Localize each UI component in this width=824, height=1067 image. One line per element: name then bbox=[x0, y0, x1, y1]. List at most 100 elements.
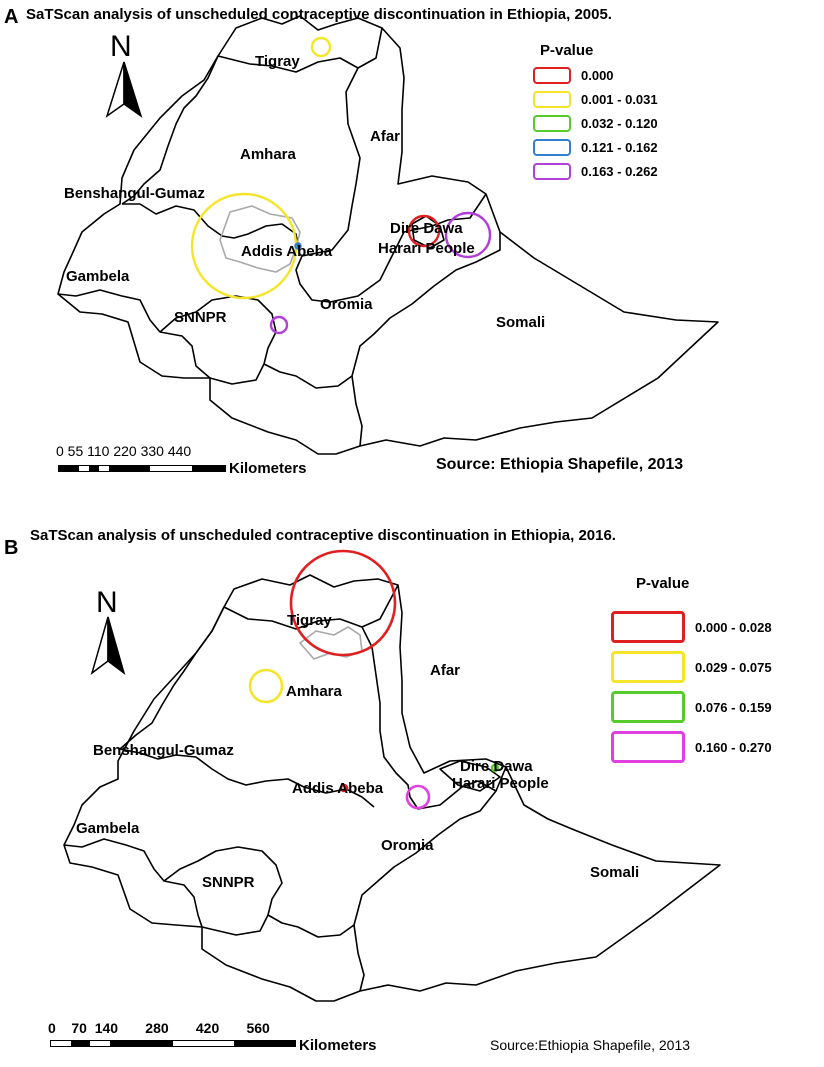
legend-item: 0.163 - 0.262 bbox=[533, 163, 658, 180]
panel-letter: B bbox=[4, 537, 19, 559]
region-labels: Tigray Afar Amhara Benshangul-Gumaz Addi… bbox=[76, 612, 639, 891]
region-label-oromia: Oromia bbox=[320, 296, 373, 313]
legend-label: 0.121 - 0.162 bbox=[581, 140, 658, 155]
north-arrow-right-icon bbox=[107, 616, 126, 675]
region-label-gambela: Gambela bbox=[66, 268, 130, 285]
legend-swatch bbox=[611, 691, 685, 723]
afar-boundary bbox=[361, 626, 507, 810]
ethiopia-map: N Tigray Af bbox=[57, 15, 719, 455]
legend-swatch bbox=[533, 67, 571, 84]
region-label-afar: Afar bbox=[430, 662, 460, 679]
oromia-boundary bbox=[263, 232, 501, 389]
region-label-somali: Somali bbox=[496, 314, 545, 331]
country-outline bbox=[63, 574, 721, 1002]
tigray-inner-boundary bbox=[298, 626, 363, 660]
region-label-addis-abeba: Addis Abeba bbox=[292, 780, 384, 797]
ethiopia-map: N Tigray Afar bbox=[63, 549, 721, 1002]
legend-swatch bbox=[611, 611, 685, 643]
cluster-circle bbox=[310, 36, 332, 58]
scale-numbers: 0 55 110 220 330 440 bbox=[56, 443, 192, 459]
legend-item: 0.029 - 0.075 bbox=[611, 651, 772, 683]
country-outline bbox=[57, 15, 719, 455]
cluster-circle bbox=[490, 763, 500, 773]
legend-swatch bbox=[533, 91, 571, 108]
legend-item: 0.000 - 0.028 bbox=[611, 611, 772, 643]
tigray-boundary bbox=[217, 27, 383, 73]
region-label-harari-people: Harari People bbox=[378, 240, 475, 257]
north-arrow: N bbox=[105, 30, 143, 118]
source-note: Source:Ethiopia Shapefile, 2013 bbox=[490, 1037, 691, 1053]
tigray-boundary bbox=[223, 584, 399, 630]
north-label: N bbox=[110, 30, 132, 63]
region-label-benshangul-gumaz: Benshangul-Gumaz bbox=[64, 185, 205, 202]
cluster-circles bbox=[190, 36, 492, 335]
benshangul-boundary bbox=[119, 748, 375, 808]
region-labels: Tigray Afar Amhara Benshangul-Gumaz Addi… bbox=[64, 53, 545, 331]
cluster-circle bbox=[339, 783, 349, 793]
legend-title: P-value bbox=[540, 42, 594, 59]
legend-item: 0.121 - 0.162 bbox=[533, 139, 658, 156]
region-label-amhara: Amhara bbox=[240, 146, 297, 163]
afar-boundary bbox=[295, 67, 487, 303]
cluster-circle bbox=[269, 315, 289, 335]
legend-swatch bbox=[611, 651, 685, 683]
legend-swatch bbox=[611, 731, 685, 763]
cluster-circle bbox=[405, 784, 431, 810]
scale-unit: Kilometers bbox=[299, 1037, 377, 1054]
cluster-circles bbox=[248, 549, 500, 810]
legend-item: 0.032 - 0.120 bbox=[533, 115, 658, 132]
north-arrow: N bbox=[90, 586, 126, 675]
legend-item: 0.000 bbox=[533, 67, 614, 84]
region-label-snnpr: SNNPR bbox=[202, 874, 255, 891]
amhara-boundary bbox=[121, 55, 219, 205]
legend-item: 0.076 - 0.159 bbox=[611, 691, 772, 723]
scale-unit: Kilometers bbox=[229, 460, 307, 477]
north-arrow-left-icon bbox=[90, 616, 109, 675]
north-arrow-right-icon bbox=[123, 61, 143, 118]
region-label-tigray: Tigray bbox=[287, 612, 332, 629]
region-label-gambela: Gambela bbox=[76, 820, 140, 837]
dire-dawa-boundary bbox=[439, 760, 501, 792]
region-label-afar: Afar bbox=[370, 128, 400, 145]
amhara-boundary bbox=[119, 606, 225, 750]
scale-bar bbox=[50, 1040, 296, 1047]
gambela-boundary bbox=[57, 289, 211, 379]
region-label-dire-dawa: Dire Dawa bbox=[460, 758, 533, 775]
map-panel-a: A SaTScan analysis of unscheduled contra… bbox=[4, 6, 719, 477]
region-label-benshangul-gumaz: Benshangul-Gumaz bbox=[93, 742, 234, 759]
legend-swatch bbox=[533, 139, 571, 156]
oromia-boundary bbox=[267, 790, 497, 938]
legend-label: 0.029 - 0.075 bbox=[695, 659, 772, 675]
cluster-circle bbox=[407, 214, 441, 248]
snnpr-boundary bbox=[159, 295, 277, 385]
panel-letter: A bbox=[4, 6, 19, 28]
somali-boundary bbox=[353, 924, 365, 992]
legend-item: 0.001 - 0.031 bbox=[533, 91, 658, 108]
scale-bar bbox=[58, 465, 226, 472]
map-title: SaTScan analysis of unscheduled contrace… bbox=[30, 527, 616, 544]
cluster-circle bbox=[248, 668, 284, 704]
snnpr-boundary bbox=[163, 846, 283, 936]
region-label-amhara: Amhara bbox=[286, 683, 343, 700]
region-label-oromia: Oromia bbox=[381, 837, 434, 854]
cluster-circle bbox=[289, 549, 397, 657]
legend-label: 0.163 - 0.262 bbox=[581, 164, 658, 179]
region-label-harari-people: Harari People bbox=[452, 775, 549, 792]
north-label: N bbox=[96, 586, 118, 619]
region-label-somali: Somali bbox=[590, 864, 639, 881]
legend-label: 0.032 - 0.120 bbox=[581, 116, 658, 131]
north-arrow-left-icon bbox=[105, 61, 125, 118]
somali-boundary bbox=[351, 375, 363, 447]
cluster-circle bbox=[294, 242, 302, 250]
legend-label: 0.160 - 0.270 bbox=[695, 739, 772, 755]
source-note: Source: Ethiopia Shapefile, 2013 bbox=[436, 456, 684, 473]
legend-swatch bbox=[533, 163, 571, 180]
region-boundaries bbox=[63, 574, 721, 1002]
addis-abeba-boundary bbox=[219, 205, 301, 273]
legend-swatch bbox=[533, 115, 571, 132]
legend-label: 0.000 bbox=[581, 68, 614, 83]
cluster-circle bbox=[444, 211, 492, 259]
region-label-tigray: Tigray bbox=[255, 53, 300, 70]
region-label-dire-dawa: Dire Dawa bbox=[390, 220, 463, 237]
region-label-snnpr: SNNPR bbox=[174, 309, 227, 326]
